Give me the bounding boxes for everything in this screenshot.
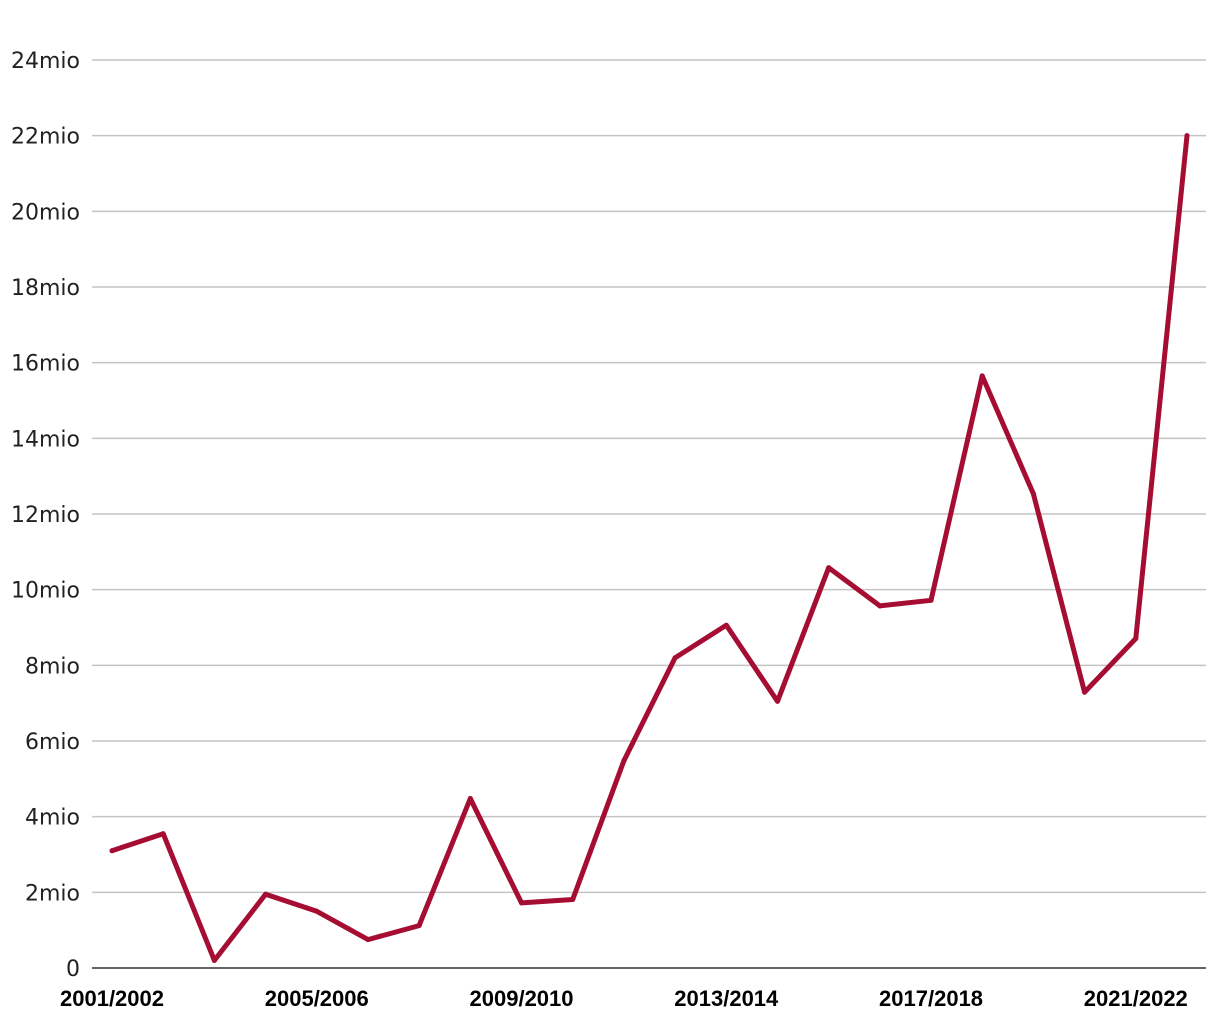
x-tick-label: 2017/2018 xyxy=(879,986,983,1011)
data-point xyxy=(723,622,729,628)
series-layer xyxy=(109,133,1190,963)
y-tick-label: 24mio xyxy=(11,49,80,74)
data-point xyxy=(365,937,371,943)
data-point xyxy=(979,373,985,379)
x-tick-label: 2009/2010 xyxy=(470,986,574,1011)
y-axis-tick-labels: 0 2mio 4mio 6mio 8mio 10mio 12mio 14mio 16mio 18m… xyxy=(11,49,80,982)
y-tick-label: 10mio xyxy=(11,579,80,604)
data-point xyxy=(416,923,422,929)
y-tick-label: 14mio xyxy=(11,427,80,452)
y-tick-label: 0 xyxy=(66,957,80,982)
data-point xyxy=(826,565,832,571)
data-point xyxy=(314,908,320,914)
x-tick-label: 2013/2014 xyxy=(674,986,779,1011)
data-point xyxy=(1133,635,1139,641)
x-tick-label: 2005/2006 xyxy=(265,986,369,1011)
y-tick-label: 12mio xyxy=(11,503,80,528)
data-point xyxy=(1082,689,1088,695)
data-point xyxy=(774,698,780,704)
data-point xyxy=(263,891,269,897)
data-point xyxy=(109,848,115,854)
data-point xyxy=(519,900,525,906)
y-tick-label: 18mio xyxy=(11,276,80,301)
x-tick-label: 2021/2022 xyxy=(1084,986,1188,1011)
y-tick-label: 8mio xyxy=(25,654,80,679)
y-tick-label: 22mio xyxy=(11,125,80,150)
y-tick-label: 20mio xyxy=(11,200,80,225)
y-tick-label: 16mio xyxy=(11,352,80,377)
data-point xyxy=(211,957,217,963)
x-axis-tick-labels: 2001/2002 2005/2006 2009/2010 2013/2014 2017… xyxy=(60,986,1188,1011)
data-point xyxy=(877,603,883,609)
gridlines xyxy=(92,59,1206,894)
y-tick-label: 4mio xyxy=(25,806,80,831)
data-point xyxy=(928,597,934,603)
data-point xyxy=(1184,133,1190,139)
data-point xyxy=(672,655,678,661)
y-tick-label: 6mio xyxy=(25,730,80,755)
data-point xyxy=(1030,491,1036,497)
series-line xyxy=(109,133,1190,963)
data-point xyxy=(621,758,627,764)
data-point xyxy=(467,796,473,802)
data-point xyxy=(160,831,166,837)
data-point xyxy=(570,897,576,903)
x-tick-label: 2001/2002 xyxy=(60,986,164,1011)
y-tick-label: 2mio xyxy=(25,881,80,906)
